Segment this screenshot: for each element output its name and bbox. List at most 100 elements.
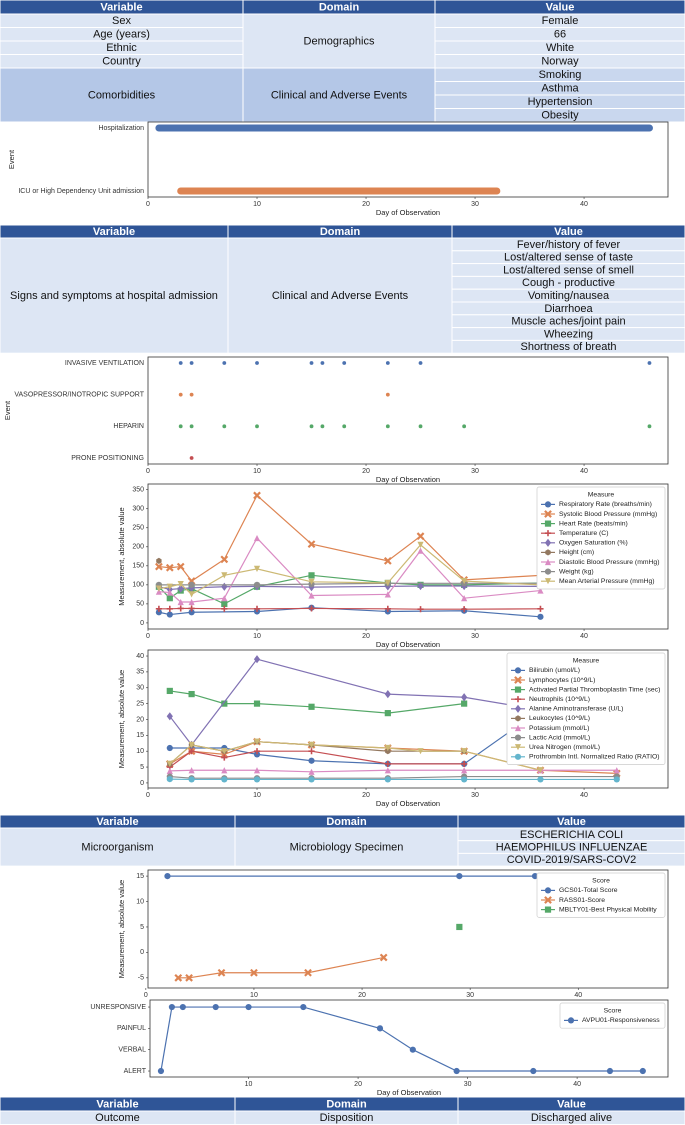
legend-label: Alanine Aminotransferase (U/L) [529, 706, 623, 713]
y-tick-label: 5 [140, 924, 144, 931]
legend-marker [544, 887, 552, 894]
point [166, 611, 173, 618]
domain-cell [227, 237, 453, 354]
x-tick-label: 0 [146, 633, 150, 640]
legend-label: Height (cm) [559, 549, 594, 556]
point [384, 776, 391, 783]
legend-label: Neutrophils (10^9/L) [529, 696, 590, 703]
legend-label: Systolic Blood Pressure (mmHg) [559, 511, 657, 518]
point [384, 689, 391, 699]
domain: Microbiology Specimen [290, 841, 404, 853]
legend-title: Score [592, 878, 610, 885]
plot-frame [149, 999, 669, 1078]
y-axis-label: Event [3, 400, 12, 420]
column-header: Domain [326, 1098, 367, 1110]
legend-marker [544, 906, 552, 913]
point [156, 557, 162, 564]
point [308, 776, 315, 783]
point [379, 953, 388, 962]
legend-label: Bilirubin (umol/L) [529, 667, 580, 674]
variable-cell [0, 237, 229, 354]
point [461, 776, 468, 783]
column-header: Domain [320, 226, 361, 238]
variable-cell [0, 67, 244, 123]
point [308, 572, 315, 579]
x-axis-label: Day of Observation [376, 475, 440, 484]
event-dot [255, 361, 259, 365]
column-header: Domain [319, 1, 360, 13]
x-tick-label: 20 [362, 792, 370, 799]
point [253, 776, 261, 783]
variable: Signs and symptoms at hospital admission [10, 290, 218, 302]
point [165, 563, 174, 572]
event-dot [178, 392, 183, 397]
variable: Sex [112, 15, 131, 27]
legend-label: Mean Arterial Pressure (mmHg) [559, 578, 655, 585]
point [384, 579, 391, 587]
legend-title: Measure [588, 492, 615, 499]
legend-marker [514, 724, 522, 732]
point [253, 491, 261, 500]
variable: Microorganism [81, 841, 153, 853]
event-dot [189, 392, 194, 397]
value: Lost/altered sense of taste [504, 252, 633, 264]
value: Smoking [539, 69, 582, 81]
point [453, 1067, 460, 1075]
value: Hypertension [528, 96, 593, 108]
point [253, 581, 261, 588]
x-axis-label: Day of Observation [376, 640, 440, 649]
point [461, 748, 468, 755]
point [416, 532, 425, 541]
y-tick-label: 0 [140, 620, 144, 627]
point [417, 748, 424, 755]
legend-label: Diastolic Blood Pressure (mmHg) [559, 559, 659, 566]
column-header: Value [546, 1, 575, 13]
column-header: Variable [93, 226, 135, 238]
point [384, 767, 391, 774]
event-dot [647, 424, 652, 429]
point [166, 744, 173, 752]
event-dot [462, 424, 467, 429]
legend-label: Urea Nitrogen (mmol/L) [529, 744, 600, 751]
point [188, 598, 195, 606]
point [461, 760, 468, 767]
series-line [178, 956, 384, 979]
x-tick-label: 0 [146, 201, 150, 208]
point [221, 572, 228, 579]
point [188, 741, 195, 748]
y-tick-label: 150 [132, 563, 144, 570]
y-tick-label: 250 [132, 525, 144, 532]
event-dot [342, 361, 347, 365]
x-tick-label: 40 [573, 1081, 581, 1088]
event-dot [189, 361, 194, 365]
point [461, 700, 468, 707]
y-tick-label: 15 [136, 873, 144, 880]
x-tick-label: 30 [471, 792, 479, 799]
point [384, 760, 391, 767]
event-dot [385, 424, 390, 429]
value: ESCHERICHIA COLI [520, 829, 623, 841]
point [537, 613, 544, 620]
point [221, 600, 228, 607]
y-tick-label: PAINFUL [117, 1025, 146, 1032]
y-tick-label: 15 [136, 732, 144, 739]
x-tick-label: 40 [580, 468, 588, 475]
event-dot [309, 361, 314, 365]
event-dot [385, 361, 390, 365]
x-tick-label: 10 [245, 1081, 253, 1088]
variable: Age (years) [93, 29, 150, 41]
x-tick-label: 30 [471, 468, 479, 475]
point [531, 873, 539, 880]
value: Obesity [541, 110, 579, 122]
y-tick-label: 350 [132, 487, 144, 494]
series-line [169, 658, 617, 746]
event-dot [418, 361, 423, 365]
legend-label: Lymphocytes (10^9/L) [529, 677, 595, 684]
point [221, 582, 228, 591]
legend-label: Temperature (C) [559, 530, 608, 537]
point [166, 760, 173, 767]
point [168, 1003, 176, 1011]
legend-label: GCS01-Total Score [559, 887, 618, 894]
point [461, 606, 468, 613]
